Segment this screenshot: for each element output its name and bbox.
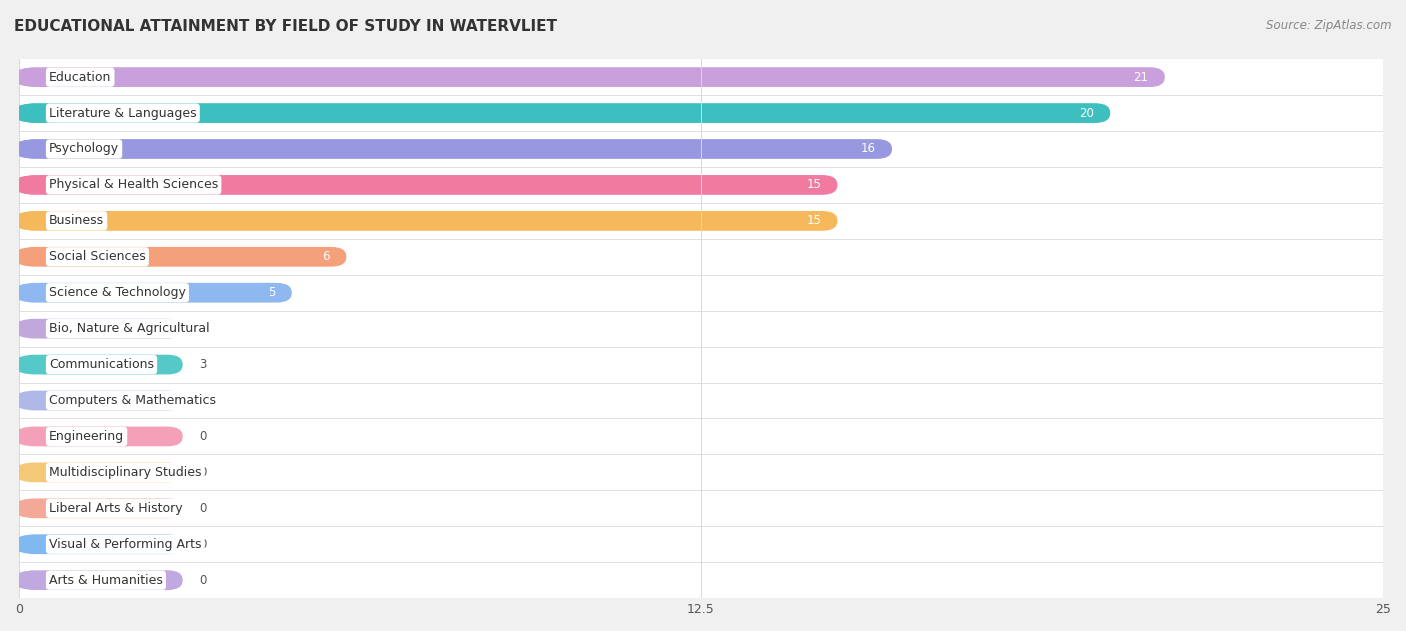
FancyBboxPatch shape <box>20 427 183 446</box>
Circle shape <box>14 536 39 553</box>
Text: Social Sciences: Social Sciences <box>49 251 146 263</box>
Circle shape <box>14 177 39 193</box>
FancyBboxPatch shape <box>20 247 346 267</box>
FancyBboxPatch shape <box>20 454 1384 490</box>
Text: Literature & Languages: Literature & Languages <box>49 107 197 119</box>
Text: 0: 0 <box>200 430 207 443</box>
FancyBboxPatch shape <box>20 211 838 231</box>
FancyBboxPatch shape <box>20 526 1384 562</box>
Text: Computers & Mathematics: Computers & Mathematics <box>49 394 217 407</box>
FancyBboxPatch shape <box>20 562 1384 598</box>
Circle shape <box>14 464 39 481</box>
FancyBboxPatch shape <box>20 570 183 590</box>
Text: Arts & Humanities: Arts & Humanities <box>49 574 163 587</box>
Circle shape <box>14 572 39 589</box>
Text: 0: 0 <box>200 502 207 515</box>
Circle shape <box>14 105 39 121</box>
FancyBboxPatch shape <box>20 167 1384 203</box>
Text: Visual & Performing Arts: Visual & Performing Arts <box>49 538 201 551</box>
FancyBboxPatch shape <box>20 346 1384 382</box>
FancyBboxPatch shape <box>20 274 1384 310</box>
Text: Education: Education <box>49 71 111 84</box>
Circle shape <box>14 321 39 337</box>
Text: 21: 21 <box>1133 71 1149 84</box>
Circle shape <box>14 357 39 373</box>
Circle shape <box>14 141 39 157</box>
FancyBboxPatch shape <box>20 68 1164 87</box>
Text: 3: 3 <box>200 358 207 371</box>
FancyBboxPatch shape <box>20 95 1384 131</box>
Text: Multidisciplinary Studies: Multidisciplinary Studies <box>49 466 201 479</box>
Text: Communications: Communications <box>49 358 155 371</box>
FancyBboxPatch shape <box>20 355 183 374</box>
Text: Business: Business <box>49 215 104 227</box>
Text: 0: 0 <box>200 394 207 407</box>
FancyBboxPatch shape <box>20 319 183 339</box>
Circle shape <box>14 285 39 301</box>
Circle shape <box>14 249 39 265</box>
Text: Source: ZipAtlas.com: Source: ZipAtlas.com <box>1267 19 1392 32</box>
FancyBboxPatch shape <box>20 463 183 482</box>
Circle shape <box>14 69 39 85</box>
FancyBboxPatch shape <box>20 391 183 410</box>
Text: 0: 0 <box>200 574 207 587</box>
Circle shape <box>14 213 39 229</box>
FancyBboxPatch shape <box>20 131 1384 167</box>
FancyBboxPatch shape <box>20 534 183 554</box>
Text: 3: 3 <box>200 322 207 335</box>
FancyBboxPatch shape <box>20 283 292 303</box>
FancyBboxPatch shape <box>20 139 891 159</box>
Text: Science & Technology: Science & Technology <box>49 286 186 299</box>
FancyBboxPatch shape <box>20 382 1384 418</box>
FancyBboxPatch shape <box>20 310 1384 346</box>
Text: 15: 15 <box>806 179 821 191</box>
Text: 16: 16 <box>860 143 876 155</box>
FancyBboxPatch shape <box>20 490 1384 526</box>
FancyBboxPatch shape <box>20 175 838 195</box>
Text: 0: 0 <box>200 538 207 551</box>
Text: Physical & Health Sciences: Physical & Health Sciences <box>49 179 218 191</box>
Text: 5: 5 <box>269 286 276 299</box>
Circle shape <box>14 392 39 409</box>
Text: 15: 15 <box>806 215 821 227</box>
FancyBboxPatch shape <box>20 103 1111 123</box>
Text: EDUCATIONAL ATTAINMENT BY FIELD OF STUDY IN WATERVLIET: EDUCATIONAL ATTAINMENT BY FIELD OF STUDY… <box>14 19 557 34</box>
FancyBboxPatch shape <box>20 498 183 518</box>
Circle shape <box>14 500 39 517</box>
Text: Psychology: Psychology <box>49 143 120 155</box>
FancyBboxPatch shape <box>20 203 1384 239</box>
FancyBboxPatch shape <box>20 59 1384 95</box>
Text: 20: 20 <box>1078 107 1094 119</box>
Text: Liberal Arts & History: Liberal Arts & History <box>49 502 183 515</box>
Circle shape <box>14 428 39 445</box>
FancyBboxPatch shape <box>20 418 1384 454</box>
Text: 6: 6 <box>322 251 330 263</box>
Text: Engineering: Engineering <box>49 430 124 443</box>
FancyBboxPatch shape <box>20 239 1384 274</box>
Text: Bio, Nature & Agricultural: Bio, Nature & Agricultural <box>49 322 209 335</box>
Text: 0: 0 <box>200 466 207 479</box>
